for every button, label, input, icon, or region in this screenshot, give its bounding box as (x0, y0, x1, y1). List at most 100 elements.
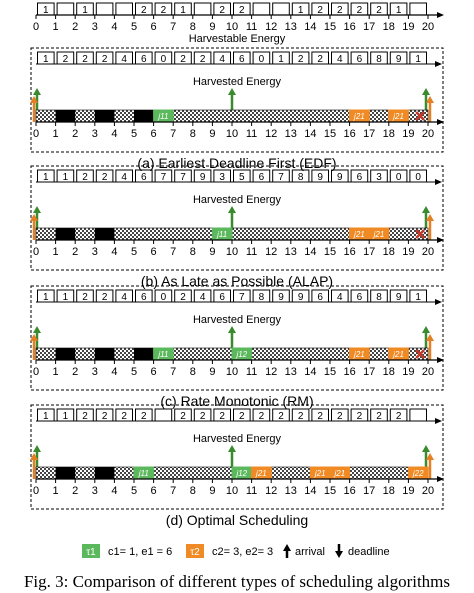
panel-a-energy-value: 4 (219, 54, 225, 65)
panel-c-axis-tick-label: 14 (304, 366, 316, 378)
panel-b-axis-tick-label: 11 (246, 246, 257, 258)
panel-d-energy-value: 2 (82, 411, 88, 422)
panel-a-energy-value: 6 (141, 54, 147, 65)
harvestable-energy-value: 2 (337, 5, 343, 16)
harvestable-energy-value: 2 (239, 5, 245, 16)
panel-d-energy-value: 2 (278, 411, 284, 422)
panel-a-energy-value: 2 (298, 54, 304, 65)
panel-b-axis-tick-label: 0 (33, 246, 39, 258)
harvestable-energy-cell (115, 2, 134, 16)
panel-b-energy-value: 0 (415, 172, 421, 183)
panel-a-tau1-arrival-arrow-head (228, 88, 236, 95)
panel-a-axis-tick-label: 7 (170, 128, 176, 140)
panel-d-axis-tick-label: 18 (383, 485, 395, 497)
legend-tau1-text: c1= 1, e1 = 6 (108, 546, 172, 558)
harvestable-energy-value: 2 (357, 5, 363, 16)
panel-d-energy-value: 2 (259, 411, 265, 422)
top-axis-arrowhead (437, 12, 444, 18)
panel-c-deadline-miss-mark (415, 349, 426, 359)
top-axis-tick-label: 18 (383, 21, 395, 33)
panel-c-axis-tick-label: 10 (226, 366, 238, 378)
panel-b-energy-value: 3 (376, 172, 382, 183)
panel-b-dark-slot (55, 228, 76, 240)
legend-tau1-label: τ1 (86, 547, 96, 558)
panel-c-axis-tick-label: 2 (72, 366, 78, 378)
panel-c-dark-slot (134, 348, 154, 360)
panel-a-axis-tick-label: 16 (343, 128, 355, 140)
panel-b-energy-value: 5 (239, 172, 245, 183)
panel-c-axis-tick-label: 8 (190, 366, 196, 378)
panel-a-axis-arrowhead (437, 119, 444, 125)
panel-b-caption: (b) As Late as Possible (ALAP) (140, 273, 334, 289)
panel-c-energy-value: 2 (102, 292, 108, 303)
panel-c-energy-value: 1 (43, 292, 49, 303)
panel-c-axis-tick-label: 1 (53, 366, 59, 378)
panel-a-axis-tick-label: 12 (265, 128, 277, 140)
top-axis-tick-label: 17 (363, 21, 375, 33)
harvestable-energy-value: 2 (141, 5, 147, 16)
harvestable-energy-cell (193, 2, 212, 16)
panel-d-axis-tick-label: 4 (111, 485, 117, 497)
panel-b-axis-tick-label: 12 (265, 246, 277, 258)
top-axis-tick-label: 20 (422, 21, 434, 33)
panel-b-job-label: j21 (373, 230, 385, 239)
panel-d-axis-tick-label: 17 (363, 485, 375, 497)
figure-caption: Fig. 3: Comparison of different types of… (23, 572, 451, 591)
panel-b-axis-tick-label: 13 (285, 246, 297, 258)
harvestable-energy-label: Harvestable Energy (189, 33, 286, 45)
panel-c-energy-value: 1 (63, 292, 69, 303)
panel-a-axis-tick-label: 17 (363, 128, 375, 140)
panel-a-axis-tick-label: 15 (324, 128, 336, 140)
panel-d-energy-value: 2 (376, 411, 382, 422)
panel-b-energy-value: 2 (82, 172, 88, 183)
panel-c-job-label: j12 (235, 350, 247, 359)
panel-a-deadline-miss-mark (415, 111, 426, 121)
panel-b-axis-tick-label: 2 (72, 246, 78, 258)
panel-c-axis-tick-label: 11 (246, 366, 257, 378)
legend-tau2-text: c2= 3, e2= 3 (212, 546, 273, 558)
panel-c-dark-slot (94, 348, 115, 360)
panel-d-energy-value: 2 (180, 411, 186, 422)
panel-b-job-label: j21 (353, 230, 365, 239)
panel-d-axis-tick-label: 13 (285, 485, 297, 497)
panel-b-tau2-arrival-arrow-head (30, 214, 38, 221)
panel-b-axis-tick-label: 18 (383, 246, 395, 258)
panel-a-energy-value: 0 (161, 54, 167, 65)
panel-a-job-label: j11 (157, 112, 168, 121)
panel-a-tau2-arrival-arrow-head (30, 96, 38, 103)
panel-c-energy-value: 1 (415, 292, 421, 303)
panel-c-axis-arrowhead (437, 357, 444, 363)
panel-d-tau1-arrival-arrow-head (33, 445, 41, 452)
harvestable-energy-value: 1 (396, 5, 402, 16)
top-axis-tick-label: 16 (343, 21, 355, 33)
panel-a-energy-value: 2 (200, 54, 206, 65)
panel-a-axis-tick-label: 18 (383, 128, 395, 140)
legend-arrival-icon-head (283, 544, 291, 551)
panel-d-energy-arrowhead (435, 418, 442, 424)
panel-a-energy-arrowhead (435, 61, 442, 67)
top-axis-tick-label: 13 (285, 21, 297, 33)
panel-d-harvested-label: Harvested Energy (193, 433, 282, 445)
panel-a-axis-tick-label: 13 (285, 128, 297, 140)
panel-a-axis-tick-label: 5 (131, 128, 137, 140)
harvestable-energy-cell (409, 2, 427, 16)
panel-a-harvested-label: Harvested Energy (193, 76, 282, 88)
panel-d-energy-value: 2 (102, 411, 108, 422)
panel-a-energy-value: 2 (317, 54, 323, 65)
panel-d-axis-tick-label: 8 (190, 485, 196, 497)
top-axis-tick-label: 2 (72, 21, 78, 33)
panel-a-axis-tick-label: 10 (226, 128, 238, 140)
top-axis-tick-label: 0 (33, 21, 39, 33)
panel-d-axis-tick-label: 19 (402, 485, 414, 497)
panel-c-axis-tick-label: 6 (151, 366, 157, 378)
panel-a-energy-value: 4 (121, 54, 127, 65)
panel-c-axis-tick-label: 7 (170, 366, 176, 378)
panel-a-energy-value: 9 (396, 54, 402, 65)
panel-a-energy-value: 2 (63, 54, 69, 65)
panel-c-energy-arrowhead (435, 299, 442, 305)
harvestable-energy-value: 1 (43, 5, 49, 16)
panel-b-axis-tick-label: 20 (422, 246, 434, 258)
panel-d-axis-tick-label: 3 (92, 485, 98, 497)
panel-c-energy-value: 8 (259, 292, 265, 303)
